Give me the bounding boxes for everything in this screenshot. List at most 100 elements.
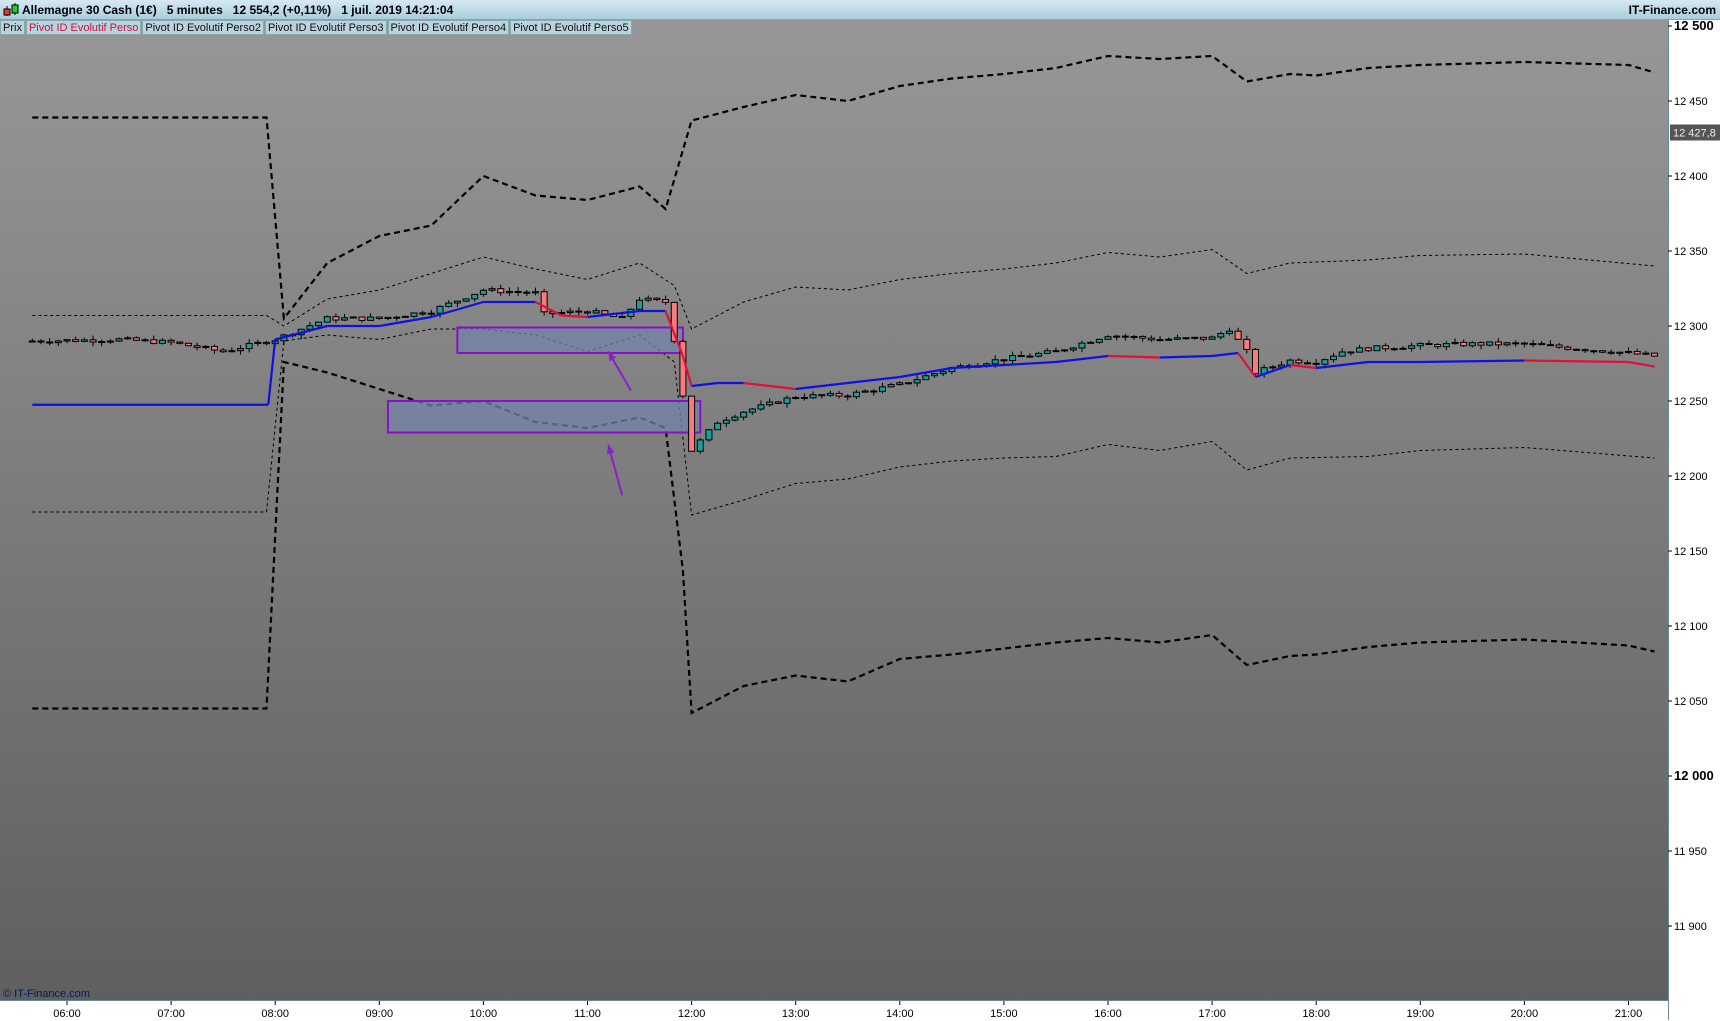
candle	[1564, 345, 1572, 351]
candle-body	[1442, 343, 1450, 348]
chart-plot-area[interactable]	[0, 20, 1668, 1000]
candle-body	[861, 390, 869, 393]
candle-body	[531, 291, 539, 294]
candle-body	[410, 312, 418, 317]
candle-body	[1000, 359, 1008, 362]
candle	[1520, 341, 1528, 348]
candle	[1399, 346, 1407, 350]
candle-body	[731, 416, 739, 421]
candle	[575, 307, 583, 316]
candle-body	[1191, 336, 1199, 339]
candle-body	[167, 339, 175, 343]
candle	[1546, 340, 1554, 347]
candle	[1173, 334, 1181, 341]
pivot-line-segment	[1160, 354, 1213, 359]
candle-body	[72, 339, 80, 342]
pivot-line-segment	[795, 381, 848, 391]
y-tick-label: 12 450	[1674, 96, 1708, 108]
candle-body	[1338, 351, 1346, 357]
candle	[740, 411, 748, 421]
candle-body	[1373, 345, 1381, 352]
candle-body	[1477, 342, 1485, 346]
candle-body	[1078, 342, 1086, 349]
candle-body	[332, 316, 340, 321]
candle	[1225, 327, 1233, 336]
candle-body	[323, 316, 331, 323]
candle-body	[809, 394, 817, 399]
y-tick-label: 12 000	[1674, 768, 1714, 783]
candle-body	[826, 392, 834, 396]
candle	[1581, 348, 1589, 353]
candle-body	[662, 299, 670, 303]
candle-body	[939, 371, 947, 375]
pivot-line-segment	[1255, 363, 1291, 379]
candle	[540, 288, 548, 316]
candle	[1069, 346, 1077, 353]
tab-pivot-id-evolutif-perso4[interactable]: Pivot ID Evolutif Perso4	[387, 20, 510, 35]
candle-body	[1251, 348, 1259, 375]
pivot-line-segment	[1003, 360, 1057, 367]
candle	[913, 375, 921, 387]
candle	[1121, 333, 1129, 341]
candle-body	[644, 297, 652, 301]
candle	[1347, 351, 1355, 356]
candle-body	[878, 386, 886, 392]
candle-body	[800, 397, 808, 400]
candle	[1095, 338, 1103, 344]
pivot-line-segment	[691, 381, 718, 388]
candle-body	[1416, 342, 1424, 347]
candle	[800, 393, 808, 401]
candle	[505, 287, 513, 296]
candle	[1330, 352, 1338, 363]
candle-body	[904, 382, 912, 385]
candle	[1529, 339, 1537, 348]
candle	[531, 287, 539, 296]
candlestick-logo-icon	[3, 3, 19, 16]
candle-body	[740, 411, 748, 418]
x-tick-label: 06:00	[53, 1008, 81, 1020]
candle	[37, 339, 45, 345]
candle-body	[1295, 359, 1303, 364]
candle-body	[184, 342, 192, 347]
band-line-2	[32, 328, 1655, 516]
candle-body	[1651, 352, 1659, 357]
tab-pivot-id-evolutif-perso3[interactable]: Pivot ID Evolutif Perso3	[264, 20, 387, 35]
candle	[106, 339, 114, 344]
candle-body	[1182, 337, 1190, 340]
candle-body	[306, 325, 314, 330]
candle-body	[1269, 366, 1277, 369]
candle	[80, 337, 88, 343]
candle-body	[1408, 345, 1416, 349]
candle-body	[1243, 338, 1251, 350]
y-tick-label: 12 300	[1674, 321, 1708, 333]
candle	[167, 338, 175, 346]
candle	[748, 408, 756, 416]
pivot-line-segment	[1420, 359, 1525, 364]
candle	[124, 335, 132, 340]
candle	[1113, 334, 1121, 341]
candle-body	[1382, 345, 1390, 350]
tab-pivot-id-evolutif-perso2[interactable]: Pivot ID Evolutif Perso2	[142, 20, 264, 35]
candle-body	[1546, 344, 1554, 347]
candle	[887, 382, 895, 388]
pivot-line-segment	[561, 314, 588, 319]
price-axis[interactable]	[1668, 20, 1720, 1020]
candle-body	[1633, 350, 1641, 355]
candle	[1616, 351, 1624, 357]
tab-pivot-id-evolutif-perso[interactable]: Pivot ID Evolutif Perso	[25, 20, 142, 35]
candle-body	[401, 315, 409, 318]
candle-body	[46, 341, 54, 344]
time-axis[interactable]	[0, 1000, 1668, 1021]
candle	[54, 339, 62, 347]
tab-prix[interactable]: Prix	[0, 20, 25, 35]
candle-body	[315, 321, 323, 327]
candle-body	[1503, 342, 1511, 346]
candle	[210, 344, 218, 354]
x-tick-label: 20:00	[1511, 1008, 1539, 1020]
chart-title: Allemagne 30 Cash (1€) 5 minutes 12 554,…	[22, 0, 453, 20]
pivot-line-segment	[274, 324, 328, 341]
tab-pivot-id-evolutif-perso5[interactable]: Pivot ID Evolutif Perso5	[510, 20, 632, 35]
candle	[28, 338, 36, 343]
candle	[1477, 341, 1485, 350]
